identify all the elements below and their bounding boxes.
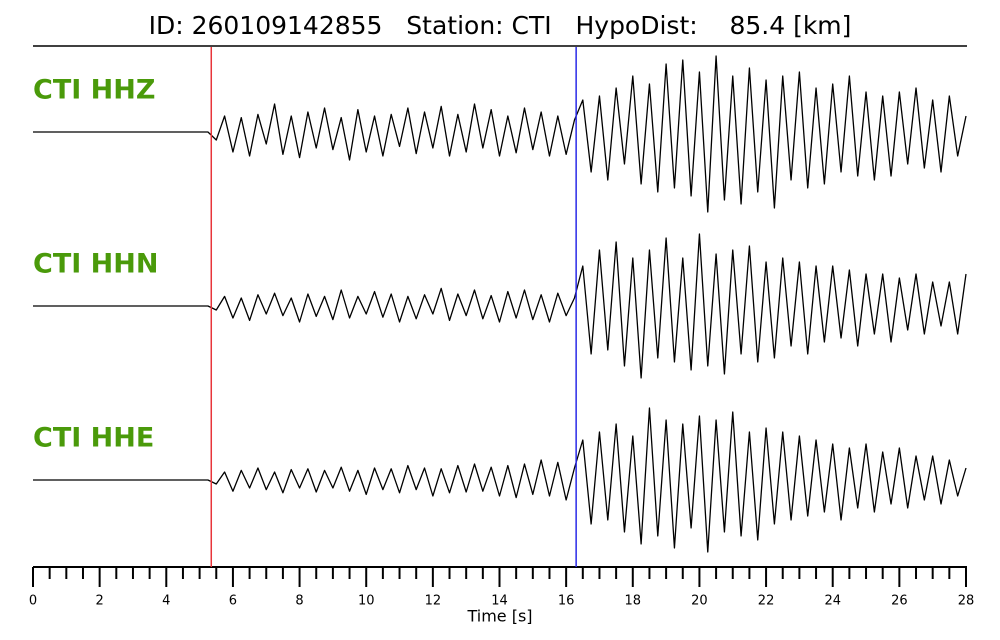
waveform	[33, 407, 967, 553]
x-tick-label: 24	[824, 594, 841, 609]
x-tick-label: 16	[558, 594, 575, 609]
x-tick-label: 10	[358, 594, 375, 609]
x-tick-label: 6	[229, 594, 237, 609]
trace-label: CTI HHE	[33, 423, 154, 454]
x-tick-label: 14	[491, 594, 508, 609]
waveform	[33, 233, 967, 379]
x-tick-label: 12	[425, 594, 442, 609]
x-axis-label: Time [s]	[466, 607, 532, 626]
x-tick-label: 0	[29, 594, 37, 609]
x-tick-label: 22	[758, 594, 775, 609]
x-tick-label: 20	[691, 594, 708, 609]
trace-label: CTI HHN	[33, 249, 158, 280]
waveform	[33, 55, 967, 213]
chart-title: ID: 260109142855 Station: CTI HypoDist: …	[149, 11, 852, 40]
x-tick-label: 2	[96, 594, 104, 609]
x-tick-label: 8	[295, 594, 303, 609]
trace-label: CTI HHZ	[33, 75, 155, 106]
x-tick-label: 18	[625, 594, 642, 609]
x-tick-label: 4	[162, 594, 170, 609]
x-tick-label: 26	[891, 594, 908, 609]
x-tick-label: 28	[958, 594, 975, 609]
